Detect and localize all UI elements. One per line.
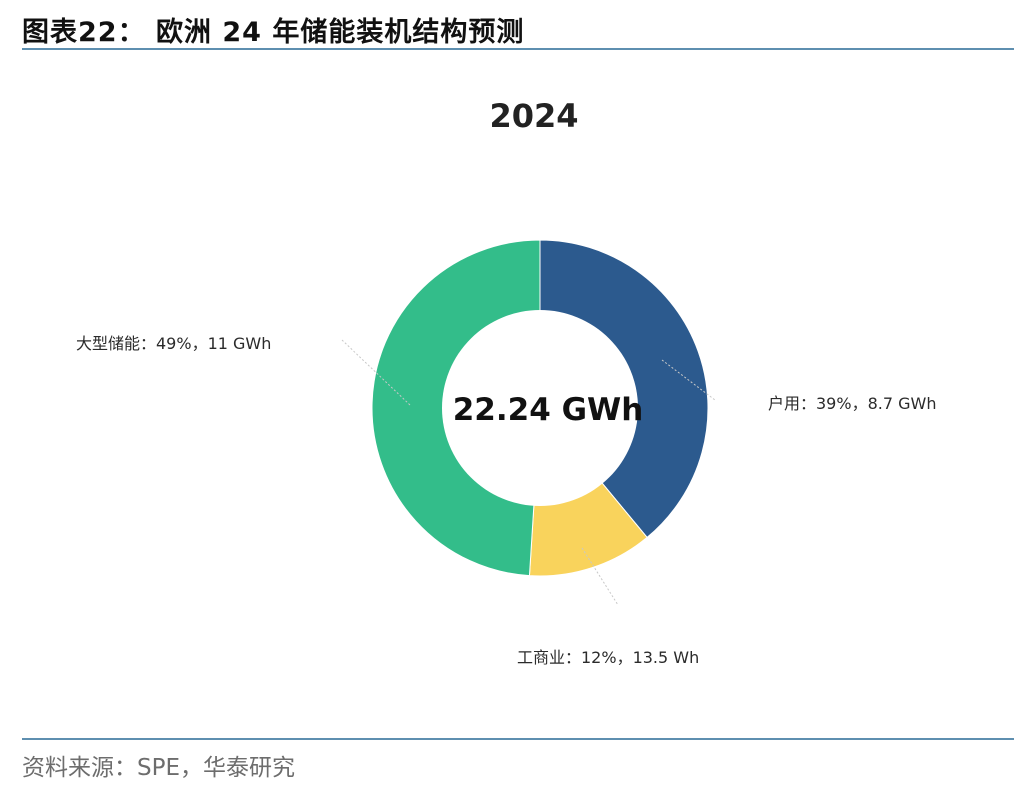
figure-title: 图表22： 欧洲 24 年储能装机结构预测	[22, 17, 525, 48]
leader-line-commercial	[581, 547, 619, 606]
slice-label-commercial: 工商业：12%，13.5 Wh	[517, 648, 699, 667]
bottom-divider	[22, 738, 1014, 740]
source-note: 资料来源：SPE，华泰研究	[22, 755, 296, 781]
slice-label-utility: 大型储能：49%，11 GWh	[76, 334, 271, 353]
chart-title: 2024	[489, 97, 578, 135]
center-total-label: 22.24 GWh	[453, 392, 644, 428]
leader-line-household	[661, 359, 716, 401]
top-divider	[22, 48, 1014, 50]
donut-hole	[442, 310, 638, 506]
slice-label-household: 户用：39%，8.7 GWh	[768, 394, 936, 413]
